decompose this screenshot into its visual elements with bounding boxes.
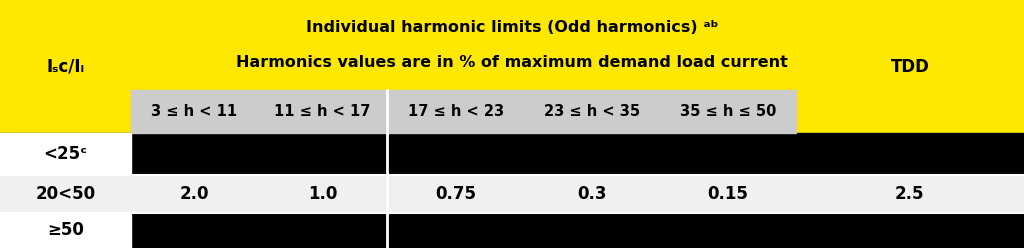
Text: 0.75: 0.75 bbox=[435, 185, 476, 203]
Bar bbox=[0, 0, 1024, 133]
Text: TDD: TDD bbox=[891, 58, 929, 76]
Text: 3 ≤ h < 11: 3 ≤ h < 11 bbox=[152, 104, 238, 119]
Text: Individual harmonic limits (Odd harmonics) ᵃᵇ: Individual harmonic limits (Odd harmonic… bbox=[306, 20, 718, 35]
Text: 2.5: 2.5 bbox=[895, 185, 925, 203]
Bar bbox=[0, 175, 1024, 213]
Text: 20<50: 20<50 bbox=[36, 185, 95, 203]
Text: 11 ≤ h < 17: 11 ≤ h < 17 bbox=[274, 104, 371, 119]
Text: 0.15: 0.15 bbox=[708, 185, 749, 203]
Text: 1.0: 1.0 bbox=[308, 185, 337, 203]
Bar bbox=[0, 133, 1024, 175]
Bar bbox=[0, 133, 131, 175]
Bar bbox=[0, 213, 131, 248]
Text: 35 ≤ h ≤ 50: 35 ≤ h ≤ 50 bbox=[680, 104, 776, 119]
Text: Harmonics values are in % of maximum demand load current: Harmonics values are in % of maximum dem… bbox=[237, 55, 787, 70]
Text: 17 ≤ h < 23: 17 ≤ h < 23 bbox=[408, 104, 504, 119]
Text: 0.3: 0.3 bbox=[578, 185, 607, 203]
Text: 23 ≤ h < 35: 23 ≤ h < 35 bbox=[545, 104, 640, 119]
Text: 2.0: 2.0 bbox=[180, 185, 209, 203]
Bar bbox=[131, 90, 796, 133]
Bar bbox=[0, 213, 1024, 248]
Text: ≥50: ≥50 bbox=[47, 221, 84, 239]
Text: <25ᶜ: <25ᶜ bbox=[44, 145, 87, 163]
Text: Iₛᴄ/Iₗ: Iₛᴄ/Iₗ bbox=[46, 58, 85, 76]
